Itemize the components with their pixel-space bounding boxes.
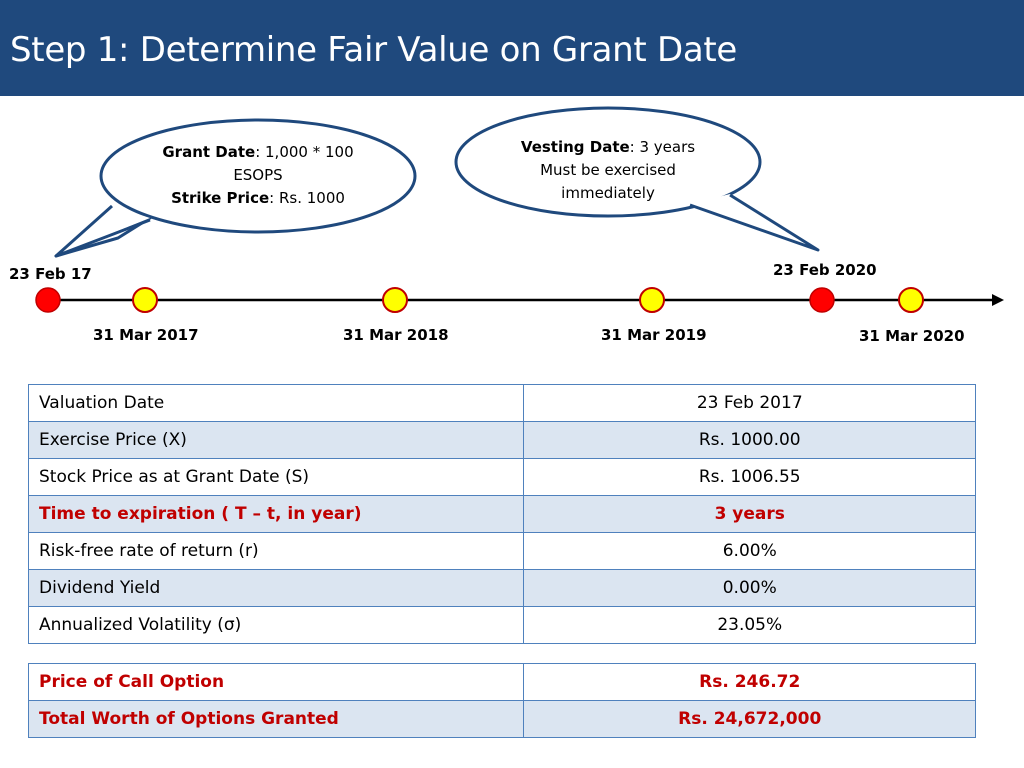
table-row: Exercise Price (X) Rs. 1000.00 xyxy=(27,421,976,459)
vesting-date-label: Vesting Date xyxy=(520,138,630,156)
page-title: Step 1: Determine Fair Value on Grant Da… xyxy=(10,30,738,70)
timeline-arrow-head xyxy=(992,294,1004,306)
grant-date-value: : 1,000 * 100 xyxy=(255,143,354,161)
year-end-label-2018: 31 Mar 2018 xyxy=(343,326,449,344)
timeline-graphic xyxy=(35,106,1004,313)
year-end-label-2017: 31 Mar 2017 xyxy=(93,326,199,344)
vesting-note-2: immediately xyxy=(561,184,655,202)
year-end-dot-2017 xyxy=(132,287,158,313)
row-label: Stock Price as at Grant Date (S) xyxy=(27,458,525,496)
row-value: Rs. 24,672,000 xyxy=(523,700,976,738)
table-row: Price of Call Option Rs. 246.72 xyxy=(27,663,976,701)
vesting-date-dot xyxy=(809,287,835,313)
row-label: Time to expiration ( T – t, in year) xyxy=(27,495,525,533)
row-value: 23 Feb 2017 xyxy=(523,384,976,422)
row-value: 3 years xyxy=(523,495,976,533)
grant-esops: ESOPS xyxy=(233,166,283,184)
year-end-dot-2018 xyxy=(382,287,408,313)
grant-date-dot xyxy=(35,287,61,313)
vesting-bubble-text: Vesting Date: 3 years Must be exercised … xyxy=(478,136,738,205)
row-label: Price of Call Option xyxy=(27,663,525,701)
row-label: Annualized Volatility (σ) xyxy=(27,606,525,644)
timeline-diagram: Grant Date: 1,000 * 100 ESOPS Strike Pri… xyxy=(0,100,1024,360)
valuation-results-table: Price of Call Option Rs. 246.72 Total Wo… xyxy=(27,663,976,738)
year-end-dot-2020 xyxy=(898,287,924,313)
row-value: 0.00% xyxy=(523,569,976,607)
year-end-label-2019: 31 Mar 2019 xyxy=(601,326,707,344)
table-row: Dividend Yield 0.00% xyxy=(27,569,976,607)
title-bar: Step 1: Determine Fair Value on Grant Da… xyxy=(0,0,1024,96)
table-row: Total Worth of Options Granted Rs. 24,67… xyxy=(27,700,976,738)
row-label: Risk-free rate of return (r) xyxy=(27,532,525,570)
vesting-date-marker-label: 23 Feb 2020 xyxy=(773,261,877,279)
strike-price-value: : Rs. 1000 xyxy=(269,189,345,207)
strike-price-label: Strike Price xyxy=(171,189,270,207)
vesting-date-value: : 3 years xyxy=(629,138,696,156)
grant-bubble-text: Grant Date: 1,000 * 100 ESOPS Strike Pri… xyxy=(128,141,388,210)
table-row-highlighted: Time to expiration ( T – t, in year) 3 y… xyxy=(27,495,976,533)
row-label: Dividend Yield xyxy=(27,569,525,607)
table-row: Stock Price as at Grant Date (S) Rs. 100… xyxy=(27,458,976,496)
table-row: Valuation Date 23 Feb 2017 xyxy=(27,384,976,422)
valuation-inputs-table: Valuation Date 23 Feb 2017 Exercise Pric… xyxy=(27,384,976,644)
year-end-dot-2019 xyxy=(639,287,665,313)
vesting-note-1: Must be exercised xyxy=(540,161,676,179)
grant-date-marker-label: 23 Feb 17 xyxy=(9,265,92,283)
row-value: 6.00% xyxy=(523,532,976,570)
row-label: Total Worth of Options Granted xyxy=(27,700,525,738)
table-row: Risk-free rate of return (r) 6.00% xyxy=(27,532,976,570)
row-value: 23.05% xyxy=(523,606,976,644)
row-label: Valuation Date xyxy=(27,384,525,422)
grant-date-label: Grant Date xyxy=(162,143,256,161)
row-value: Rs. 1006.55 xyxy=(523,458,976,496)
grant-date-bubble-body xyxy=(99,118,417,234)
year-end-label-2020: 31 Mar 2020 xyxy=(859,327,965,345)
row-label: Exercise Price (X) xyxy=(27,421,525,459)
row-value: Rs. 1000.00 xyxy=(523,421,976,459)
row-value: Rs. 246.72 xyxy=(523,663,976,701)
table-row: Annualized Volatility (σ) 23.05% xyxy=(27,606,976,644)
vesting-date-bubble xyxy=(454,106,762,218)
